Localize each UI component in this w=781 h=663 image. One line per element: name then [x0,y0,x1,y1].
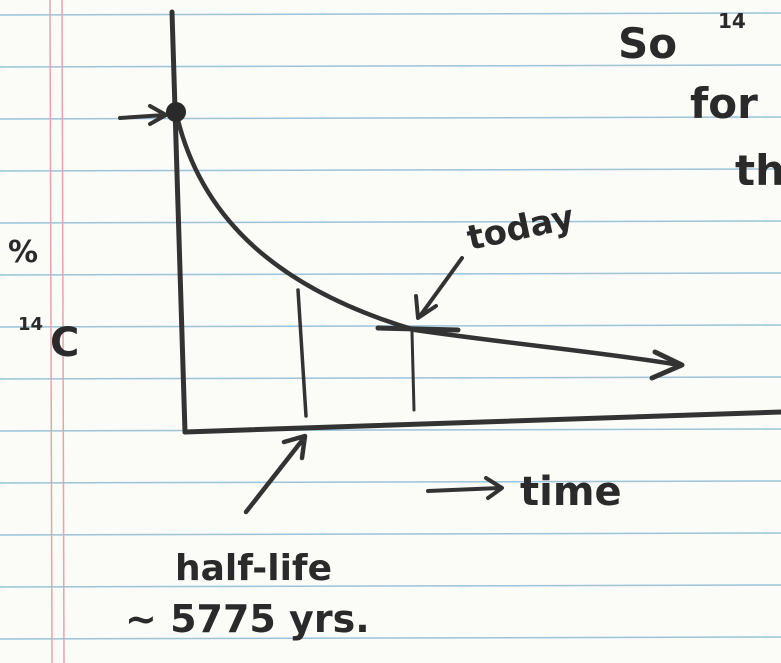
half-life-label: half-life [175,548,332,589]
notebook-sketch: % 14 C today time half-life ~ 5775 yrs. … [0,0,781,663]
today-marker [412,332,414,410]
paper [0,0,781,663]
isotope-symbol: C [50,320,79,366]
time-label: time [520,469,622,515]
start-point [166,102,186,122]
half-life-value: ~ 5775 yrs. [125,597,370,641]
note-superscript: 14 [718,9,746,33]
percent-label: % [8,235,38,270]
note-word: So [618,19,677,68]
today-tick [378,328,458,330]
isotope-mass: 14 [18,314,43,335]
note-word: th [735,146,781,195]
note-word: for [690,79,758,128]
